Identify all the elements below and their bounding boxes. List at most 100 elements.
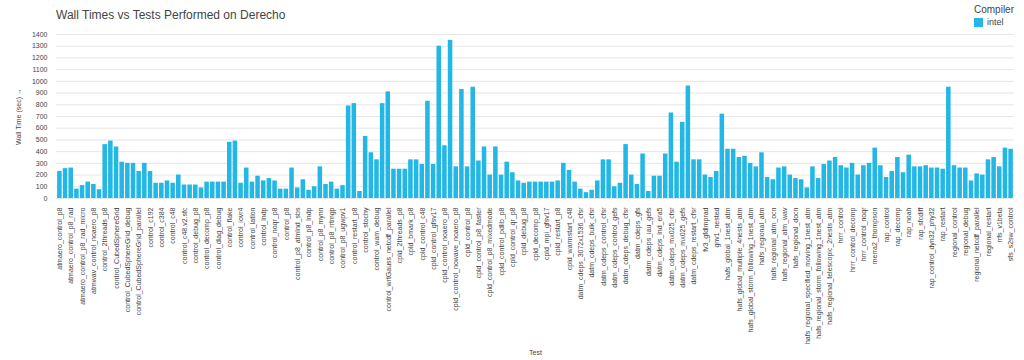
svg-text:hafs_regional_telescopic_2nest: hafs_regional_telescopic_2nests_atm <box>826 207 834 324</box>
svg-text:rrfs_v1beta: rrfs_v1beta <box>996 207 1004 242</box>
svg-text:hafs_regional_atm: hafs_regional_atm <box>758 207 766 265</box>
svg-text:control_wrtGauss_netcdf_parall: control_wrtGauss_netcdf_parallel <box>385 207 393 311</box>
svg-text:datm_cdeps_control_gefs: datm_cdeps_control_gefs <box>611 207 619 288</box>
svg-text:control_latlon: control_latlon <box>249 207 257 249</box>
svg-text:cpld_decomp_p8: cpld_decomp_p8 <box>532 207 540 260</box>
svg-text:control_c384: control_c384 <box>158 207 166 247</box>
svg-text:hrrr_control_noqr: hrrr_control_noqr <box>860 207 868 261</box>
svg-text:cpld_control_noaero_p8: cpld_control_noaero_p8 <box>441 207 449 282</box>
svg-text:cpld_mpi_gfsv17: cpld_mpi_gfsv17 <box>543 207 551 260</box>
svg-text:cpld_control_p8_mixedmode: cpld_control_p8_mixedmode <box>486 207 494 297</box>
svg-text:atmaero_control_p8_rad_micro: atmaero_control_p8_rad_micro <box>79 207 87 304</box>
svg-text:atmwav_control_noaero_p8: atmwav_control_noaero_p8 <box>90 207 98 293</box>
svg-text:control_c192: control_c192 <box>147 207 155 247</box>
svg-text:datm_cdeps_debug_cfsr: datm_cdeps_debug_cfsr <box>622 207 630 284</box>
svg-text:hrrr_control_decomp: hrrr_control_decomp <box>849 207 857 272</box>
svg-text:400: 400 <box>36 148 48 155</box>
svg-text:hrrr_control: hrrr_control <box>837 207 845 243</box>
svg-text:atmaero_control_p8: atmaero_control_p8 <box>56 207 64 269</box>
svg-text:control_p8_atmlnd_sbs: control_p8_atmlnd_sbs <box>294 207 302 280</box>
svg-text:100: 100 <box>36 183 48 190</box>
svg-text:hafs_regional_atm_wav: hafs_regional_atm_wav <box>781 207 789 281</box>
svg-text:control_restart_p8: control_restart_p8 <box>351 207 359 264</box>
svg-text:control_2threads_p8: control_2threads_p8 <box>101 207 109 271</box>
svg-text:control_diag_debug: control_diag_debug <box>215 207 223 269</box>
svg-text:control_lndp: control_lndp <box>260 207 268 245</box>
svg-text:cpld_2threads_p8: cpld_2threads_p8 <box>396 207 404 263</box>
svg-text:atmaero_control_p8_rad: atmaero_control_p8_rad <box>67 207 75 283</box>
svg-text:rap_decomp: rap_decomp <box>894 207 902 246</box>
svg-text:control_CubedSphereGrid: control_CubedSphereGrid <box>113 207 121 288</box>
svg-text:control_flake: control_flake <box>226 207 234 247</box>
svg-text:800: 800 <box>36 101 48 108</box>
svg-text:cpld_control_p8_faster: cpld_control_p8_faster <box>475 207 483 278</box>
svg-text:hafs_regional_storm_following_: hafs_regional_storm_following_1nest_atm <box>815 207 823 338</box>
svg-text:1400: 1400 <box>32 31 48 38</box>
svg-text:rap_noah: rap_noah <box>905 207 913 237</box>
svg-text:control_debug_p8: control_debug_p8 <box>192 207 200 263</box>
svg-text:1300: 1300 <box>32 42 48 49</box>
svg-text:regional_debug: regional_debug <box>962 207 970 255</box>
svg-text:rap_sfcdiff: rap_sfcdiff <box>917 207 925 239</box>
svg-text:control_decomp_p8: control_decomp_p8 <box>203 207 211 269</box>
svg-text:hafs_regional_specified_moving: hafs_regional_specified_moving_1nest_atm <box>804 207 812 344</box>
svg-text:cpld_control_gfsv17: cpld_control_gfsv17 <box>430 207 438 269</box>
svg-text:cpld_warmstart_c48: cpld_warmstart_c48 <box>566 207 574 270</box>
svg-text:control_p8: control_p8 <box>283 207 291 240</box>
svg-text:hafs_global_multiple_4nests_at: hafs_global_multiple_4nests_atm <box>736 207 744 311</box>
svg-text:regional_restart: regional_restart <box>985 207 993 256</box>
svg-text:cpld_control_c48: cpld_control_c48 <box>419 207 427 260</box>
svg-text:hafs_regional_docn: hafs_regional_docn <box>792 207 800 268</box>
svg-text:regional_netcdf_parallel: regional_netcdf_parallel <box>973 207 981 282</box>
svg-text:datm_cdeps_3072x1536_cfsr: datm_cdeps_3072x1536_cfsr <box>577 207 585 300</box>
svg-text:700: 700 <box>36 113 48 120</box>
svg-text:gnv1_nested: gnv1_nested <box>713 207 721 247</box>
svg-text:control_noqr_p8: control_noqr_p8 <box>271 207 279 258</box>
svg-text:rap_control_dyn32_phy32: rap_control_dyn32_phy32 <box>928 207 936 288</box>
svg-text:cpld_control_p8: cpld_control_p8 <box>464 207 472 257</box>
svg-text:control_CubedSphereGrid_debug: control_CubedSphereGrid_debug <box>124 207 132 312</box>
svg-text:900: 900 <box>36 89 48 96</box>
svg-text:hafs_global_storm_following_1n: hafs_global_storm_following_1nest_atm <box>747 207 755 332</box>
svg-text:datm_cdeps_lnd_era5: datm_cdeps_lnd_era5 <box>656 207 664 276</box>
svg-text:datm_cdeps_control_cfsr: datm_cdeps_control_cfsr <box>600 207 608 286</box>
svg-text:control_p8_lndp: control_p8_lndp <box>305 207 313 257</box>
svg-text:datm_cdeps_mx025_cfsr: datm_cdeps_mx025_cfsr <box>668 207 676 286</box>
svg-text:1000: 1000 <box>32 78 48 85</box>
svg-text:control_p8_ugwpv1: control_p8_ugwpv1 <box>339 207 347 268</box>
svg-text:control_c48.v2.sfc: control_c48.v2.sfc <box>181 207 189 264</box>
svg-text:600: 600 <box>36 124 48 131</box>
svg-text:cpld_control_nowave_noaero_p8: cpld_control_nowave_noaero_p8 <box>452 207 460 310</box>
svg-text:cpld_control_pdlib_p8: cpld_control_pdlib_p8 <box>498 207 506 275</box>
svg-text:1200: 1200 <box>32 54 48 61</box>
svg-text:control_p8_mynn: control_p8_mynn <box>317 207 325 261</box>
svg-text:Wall Time (sec) →: Wall Time (sec) → <box>15 88 23 145</box>
svg-text:control_iovr4: control_iovr4 <box>237 207 245 247</box>
svg-text:cpld_restart_p8: cpld_restart_p8 <box>554 207 562 255</box>
svg-text:datm_cdeps_iau_gefs: datm_cdeps_iau_gefs <box>645 207 653 276</box>
svg-text:cpld_debug_p8: cpld_debug_p8 <box>520 207 528 255</box>
svg-text:Test: Test <box>529 349 542 356</box>
svg-text:200: 200 <box>36 171 48 178</box>
svg-text:datm_cdeps_bulk_cfsr: datm_cdeps_bulk_cfsr <box>588 207 596 278</box>
svg-text:cpld_bmark_p8: cpld_bmark_p8 <box>407 207 415 255</box>
svg-text:datm_cdeps_mx025_gefs: datm_cdeps_mx025_gefs <box>679 207 687 288</box>
svg-text:500: 500 <box>36 136 48 143</box>
svg-text:cpld_control_qr_p8: cpld_control_qr_p8 <box>509 207 517 267</box>
svg-text:fv3_gfdlmprad: fv3_gfdlmprad <box>702 207 710 251</box>
svg-text:control_CubedSphereGrid_parall: control_CubedSphereGrid_parallel <box>135 207 143 315</box>
svg-text:hafs_global_1nest_atm: hafs_global_1nest_atm <box>724 207 732 280</box>
svg-text:sfs_s2sw_control: sfs_s2sw_control <box>1007 207 1015 261</box>
svg-text:1100: 1100 <box>32 66 47 73</box>
svg-text:hafs_regional_atm_ocn: hafs_regional_atm_ocn <box>770 207 778 280</box>
svg-text:control_c48: control_c48 <box>169 207 177 243</box>
svg-text:datm_cdeps_restart_cfsr: datm_cdeps_restart_cfsr <box>690 207 698 285</box>
svg-text:control_stochy: control_stochy <box>362 207 370 253</box>
svg-text:control_p8_rrtmgp: control_p8_rrtmgp <box>328 207 336 264</box>
svg-text:datm_cdeps_gfs: datm_cdeps_gfs <box>634 207 642 259</box>
svg-text:merra2_thompson: merra2_thompson <box>871 207 879 264</box>
svg-text:rap_control: rap_control <box>883 207 891 242</box>
svg-text:control_wam_debug: control_wam_debug <box>373 207 381 270</box>
svg-text:300: 300 <box>36 160 48 167</box>
svg-text:0: 0 <box>44 195 48 202</box>
